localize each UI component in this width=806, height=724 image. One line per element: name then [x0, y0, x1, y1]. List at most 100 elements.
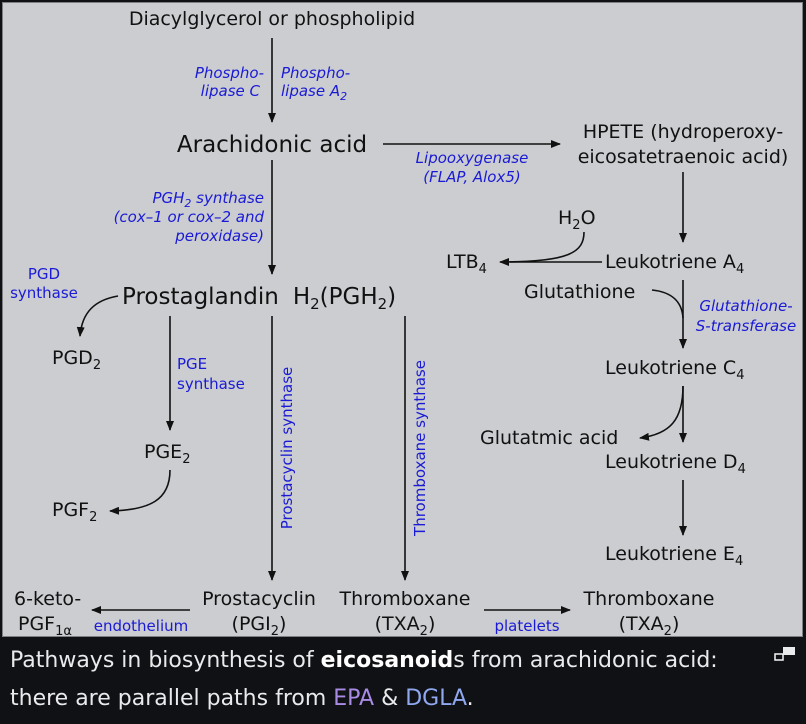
txa-right-part-a: (TXA	[619, 613, 664, 635]
enzyme-pgd-synthase-line1: PGD	[28, 265, 60, 283]
h2o-part-c: O	[581, 207, 596, 229]
pcyc-part-a: (PGI	[232, 613, 271, 635]
ltb4-part-a: LTB	[446, 251, 479, 273]
caption-bold-eicosanoid: eicosanoid	[320, 648, 454, 673]
enzyme-pla2-line1: Phospho-	[281, 64, 350, 82]
link-epa[interactable]: EPA	[333, 686, 375, 711]
enzyme-pgh2-synthase-line2: (cox–1 or cox–2 and	[114, 208, 265, 226]
keto-part-b: 1α	[55, 624, 72, 639]
link-dgla[interactable]: DGLA	[405, 686, 467, 711]
pgh2-part-a: Prostaglandin	[122, 284, 279, 310]
h2o-part-a: H	[558, 207, 572, 229]
node-thromboxane-mid-line1: Thromboxane	[339, 588, 471, 610]
node-h2o: H2O	[558, 207, 596, 233]
node-6-keto-line1: 6-keto-	[14, 588, 81, 610]
enzyme-plc-line1: Phospho-	[195, 64, 264, 82]
arrow-ltc4-to-glutamic	[639, 385, 684, 441]
node-thromboxane-right-line2: (TXA2)	[619, 613, 680, 639]
pgh2-part-d: (PGH	[320, 284, 378, 310]
label-endothelium: endothelium	[94, 617, 189, 635]
node-arachidonic-acid: Arachidonic acid	[177, 132, 367, 158]
caption-text-pre: Pathways in biosynthesis of	[10, 648, 321, 673]
node-glutamic-acid: Glutatmic acid	[480, 427, 618, 449]
pgf2-part-a: PGF	[52, 499, 89, 521]
pgh2-part-f: )	[387, 284, 396, 310]
enzyme-pge-synthase-line2: synthase	[177, 375, 245, 393]
pgd2-part-b: 2	[93, 358, 101, 373]
ltd4-part-b: 4	[738, 462, 746, 477]
eicosanoid-pathway-diagram: Diacylglycerol or phospholipid Arachidon…	[10, 8, 797, 639]
txa-right-part-c: )	[672, 613, 679, 635]
pghs-part-a: PGH	[152, 189, 184, 207]
enzyme-prostacyclin-synthase: Prostacyclin synthase	[278, 367, 296, 530]
caption-end: .	[466, 686, 474, 711]
pghs-part-b: 2	[184, 197, 191, 210]
arrow-pgh2-to-pgd2	[76, 295, 119, 337]
ltc4-part-b: 4	[736, 368, 744, 383]
enzyme-lipoxygenase-line1: Lipooxygenase	[416, 149, 529, 167]
enzyme-plc-line2: lipase C	[201, 82, 261, 100]
node-prostacyclin-line2: (PGI2)	[232, 613, 287, 639]
caption-text-post: s from arachidonic acid:	[453, 648, 718, 673]
pge2-part-a: PGE	[144, 441, 182, 463]
lte4-part-a: Leukotriene E	[605, 543, 735, 565]
node-6-keto-line2: PGF1α	[18, 613, 72, 639]
lta4-part-b: 4	[736, 262, 744, 277]
arrow-pge2-to-pgf2	[109, 469, 171, 515]
txa-right-part-b: 2	[664, 624, 672, 639]
lta4-part-a: Leukotriene A	[605, 251, 736, 273]
ltb4-part-b: 4	[479, 262, 487, 277]
keto-part-a: PGF	[18, 613, 55, 635]
node-glutathione: Glutathione	[524, 281, 635, 303]
node-thromboxane-right-line1: Thromboxane	[583, 588, 715, 610]
lte4-part-b: 4	[735, 554, 743, 569]
node-pgd2: PGD2	[52, 347, 101, 373]
node-hpete-line1: HPETE (hydroperoxy-	[583, 121, 783, 143]
diagram-panel	[2, 2, 803, 637]
pghs-part-c: synthase	[191, 189, 264, 207]
enzyme-gst-line1: Glutathione-	[699, 297, 792, 315]
pcyc-part-b: 2	[271, 624, 279, 639]
txa-mid-part-a: (TXA	[375, 613, 420, 635]
node-lte4: Leukotriene E4	[605, 543, 743, 569]
pgd2-part-a: PGD	[52, 347, 93, 369]
txa-mid-part-c: )	[428, 613, 435, 635]
ltd4-part-a: Leukotriene D	[605, 451, 738, 473]
enzyme-thromboxane-synthase: Thromboxane synthase	[411, 360, 429, 537]
node-ltc4: Leukotriene C4	[605, 357, 744, 383]
node-pge2: PGE2	[144, 441, 190, 467]
label-platelets: platelets	[494, 617, 559, 635]
ltc4-part-a: Leukotriene C	[605, 357, 736, 379]
figure-caption: Pathways in biosynthesis of eicosanoids …	[10, 642, 770, 718]
pge2-part-b: 2	[182, 452, 190, 467]
pgh2-part-b: H	[293, 284, 310, 310]
enzyme-pgh2-synthase-line3: peroxidase)	[174, 227, 264, 245]
enzyme-pge-synthase-line1: PGE	[177, 355, 207, 373]
enzyme-pgd-synthase-line2: synthase	[10, 284, 78, 302]
pgh2-part-c: 2	[310, 295, 320, 313]
h2o-part-b: 2	[572, 218, 580, 233]
node-hpete-line2: eicosatetraenoic acid)	[578, 146, 789, 168]
arrow-lta4-to-ltb4	[499, 231, 585, 266]
enzyme-pla2-line2: lipase A2	[281, 82, 347, 103]
caption-line2-pre: there are parallel paths from	[10, 686, 334, 711]
expand-icon[interactable]	[774, 646, 796, 662]
node-thromboxane-mid-line2: (TXA2)	[375, 613, 436, 639]
pgh2-part-e: 2	[378, 295, 388, 313]
node-pgf2: PGF2	[52, 499, 97, 525]
enzyme-lipoxygenase-line2: (FLAP, Alox5)	[423, 168, 521, 186]
pcyc-part-c: )	[279, 613, 286, 635]
node-prostacyclin-line1: Prostacyclin	[202, 588, 316, 610]
curve-glutathione-join	[651, 289, 684, 319]
enzyme-gst-line2: S-transferase	[696, 317, 796, 335]
pla2-part-a: lipase A	[281, 82, 340, 100]
node-diacylglycerol: Diacylglycerol or phospholipid	[129, 8, 415, 30]
node-ltd4: Leukotriene D4	[605, 451, 746, 477]
caption-amp: &	[374, 686, 406, 711]
node-pgh2: Prostaglandin H2(PGH2)	[122, 284, 396, 313]
node-ltb4: LTB4	[446, 251, 487, 277]
node-lta4: Leukotriene A4	[605, 251, 744, 277]
txa-mid-part-b: 2	[420, 624, 428, 639]
pla2-part-b: 2	[340, 90, 347, 103]
